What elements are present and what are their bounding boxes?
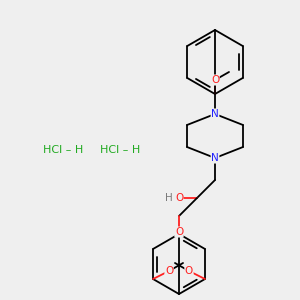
Text: N: N bbox=[211, 109, 219, 119]
Text: O: O bbox=[175, 193, 183, 203]
Text: N: N bbox=[211, 153, 219, 163]
Text: O: O bbox=[175, 227, 183, 237]
Text: O: O bbox=[165, 266, 173, 276]
Text: O: O bbox=[185, 266, 193, 276]
Text: HCl – H: HCl – H bbox=[100, 145, 140, 155]
Text: O: O bbox=[211, 75, 219, 85]
Text: HCl – H: HCl – H bbox=[43, 145, 83, 155]
Text: H: H bbox=[165, 193, 173, 203]
